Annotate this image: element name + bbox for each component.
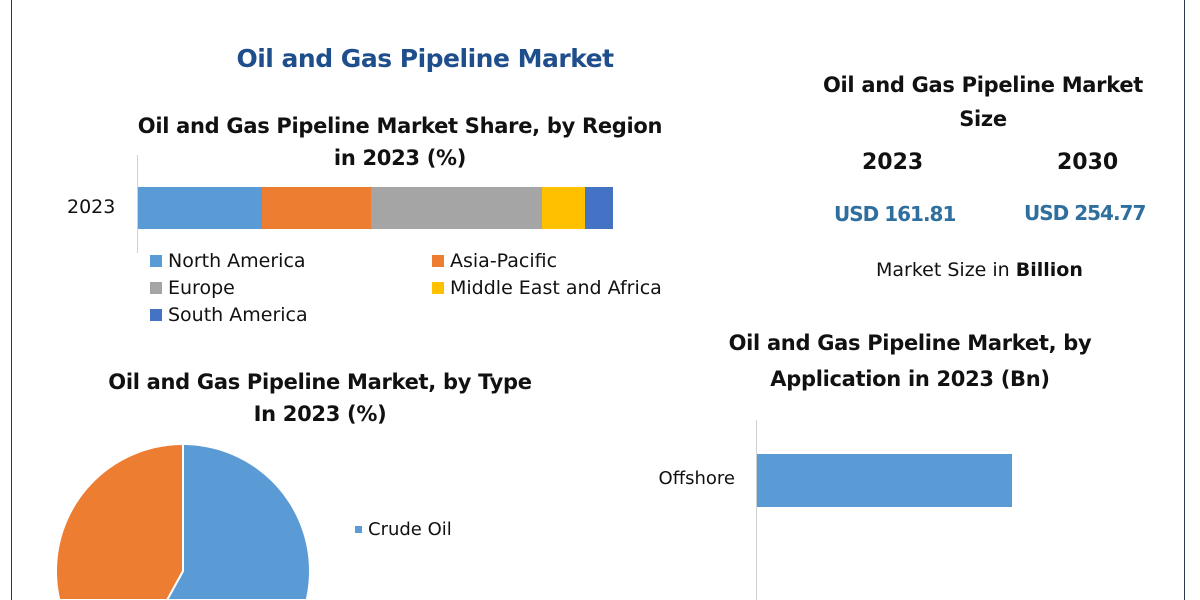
application-axis [756,420,757,600]
size-value-2030: USD 254.77 [1024,201,1146,225]
market-size-title-line1: Oil and Gas Pipeline Market [822,73,1143,97]
market-size-unit: Market Size in Billion [876,259,1083,281]
application-chart-title-line1: Oil and Gas Pipeline Market, by [728,331,1092,355]
unit-bold: Billion [1015,259,1083,281]
region-category-label: 2023 [67,196,116,218]
pie-slice-1 [55,442,184,600]
region-chart-title-line2: in 2023 (%) [333,146,467,170]
infographic-frame [11,0,1185,600]
region-chart-title-line1: Oil and Gas Pipeline Market Share, by Re… [137,114,663,138]
type-chart-title-line1: Oil and Gas Pipeline Market, by Type [108,370,532,394]
type-chart-title: Oil and Gas Pipeline Market, by Type In … [60,366,580,430]
legend-label: Asia-Pacific [450,250,558,272]
application-bar-offshore [757,454,1012,507]
region-axis [137,155,138,253]
legend-swatch [432,282,444,294]
market-size-title-line2: Size [959,107,1007,131]
legend-item: Middle East and Africa [432,277,712,299]
legend-swatch [150,309,162,321]
bar-segment-south-america [584,187,613,229]
region-stacked-bar [138,187,613,229]
page-title: Oil and Gas Pipeline Market [236,44,614,73]
legend-item: North America [150,250,432,272]
bar-segment-europe [370,187,542,229]
size-value-2023: USD 161.81 [834,202,956,226]
legend-swatch [150,282,162,294]
size-year-2023: 2023 [862,150,924,175]
unit-prefix: Market Size in [876,259,1016,281]
legend-label: North America [168,250,306,272]
legend-label: South America [168,304,308,326]
bar-segment-asia-pacific [261,187,371,229]
type-chart-title-line2: In 2023 (%) [253,402,387,426]
market-size-title: Oil and Gas Pipeline Market Size [800,68,1166,136]
region-legend: North America Asia-Pacific Europe Middle Ea… [150,250,710,326]
legend-swatch [150,255,162,267]
legend-label: Crude Oil [368,519,452,540]
pie-slice-crude-oil [165,442,312,600]
bar-segment-north-america [138,187,262,229]
application-chart-title: Oil and Gas Pipeline Market, by Applicat… [680,325,1140,397]
size-year-2030: 2030 [1057,150,1119,175]
legend-item: Europe [150,277,432,299]
legend-item: Asia-Pacific [432,250,712,272]
legend-label: Europe [168,277,235,299]
application-chart-title-line2: Application in 2023 (Bn) [770,367,1050,391]
legend-swatch [355,526,362,533]
application-category-label: Offshore [658,468,735,489]
pie-legend-item: Crude Oil [355,519,452,540]
legend-swatch [432,255,444,267]
region-chart-title: Oil and Gas Pipeline Market Share, by Re… [100,110,700,174]
bar-segment-middle-east-and-africa [541,187,585,229]
legend-item: South America [150,304,432,326]
legend-label: Middle East and Africa [450,277,662,299]
